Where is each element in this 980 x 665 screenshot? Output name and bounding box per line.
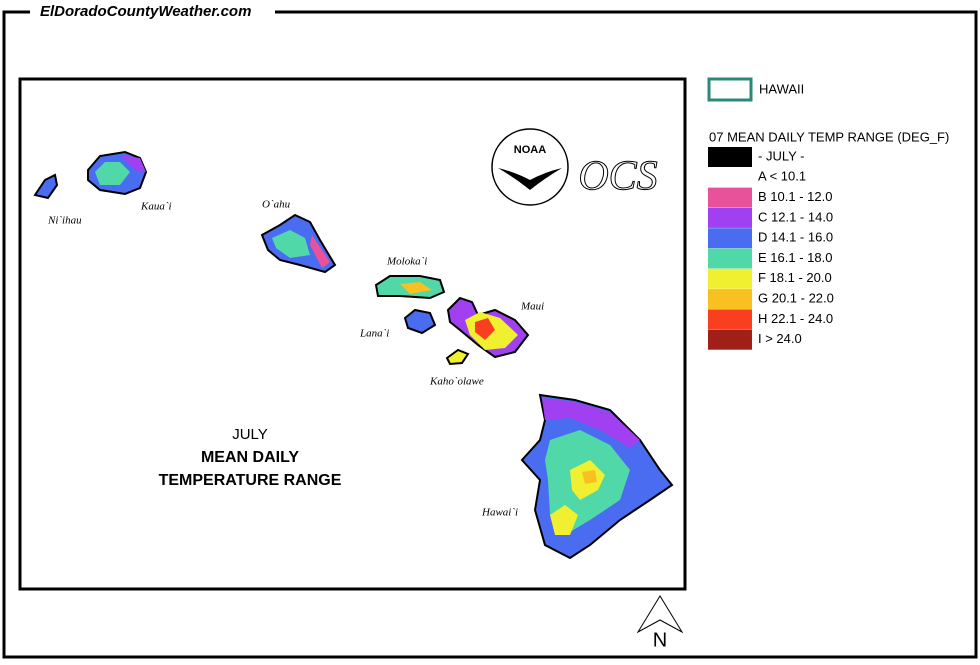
legend-label: D 14.1 - 16.0 xyxy=(758,230,833,245)
legend-swatch xyxy=(708,248,752,269)
island-label: Kaho`olawe xyxy=(429,376,484,388)
legend-label: H 22.1 - 24.0 xyxy=(758,311,833,326)
island-label: Moloka`i xyxy=(386,256,427,268)
legend-swatch xyxy=(708,289,752,310)
legend-swatch xyxy=(708,309,752,330)
north-arrow xyxy=(636,595,684,634)
ocs-logo: OCS xyxy=(578,154,657,200)
island-label: Maui xyxy=(520,301,544,313)
legend-label: B 10.1 - 12.0 xyxy=(758,189,832,204)
map-caption: JULY xyxy=(232,426,268,443)
north-label: N xyxy=(653,629,667,651)
island-label: Ni`ihau xyxy=(47,215,82,227)
legend-swatch xyxy=(708,207,752,228)
legend-label: A < 10.1 xyxy=(758,169,806,184)
legend-swatch xyxy=(708,167,752,188)
title-bg xyxy=(30,2,275,24)
legend: - JULY - A < 10.1 B 10.1 - 12.0 C 12.1 - 14… xyxy=(708,147,834,350)
legend-label: F 18.1 - 20.0 xyxy=(758,270,832,285)
legend-title: 07 MEAN DAILY TEMP RANGE (DEG_F) xyxy=(709,129,949,144)
outer-frame xyxy=(2,10,978,659)
noaa-logo xyxy=(491,128,569,206)
legend-label: C 12.1 - 14.0 xyxy=(758,209,833,224)
region-label: HAWAII xyxy=(759,81,804,96)
island-label: Hawai`i xyxy=(481,507,518,519)
noaa-bird xyxy=(498,168,562,190)
legend-swatch xyxy=(708,187,752,208)
site-title: ElDoradoCountyWeather.com xyxy=(40,3,251,20)
legend-label: E 16.1 - 18.0 xyxy=(758,250,832,265)
noaa-text: NOAA xyxy=(514,144,546,156)
legend-label: I > 24.0 xyxy=(758,331,802,346)
legend-swatch xyxy=(708,268,752,289)
legend-swatch xyxy=(708,147,752,167)
map-caption: TEMPERATURE RANGE xyxy=(159,472,342,489)
island-labels: Ni`ihau Kaua`i O`ahu Moloka`i Lana`i Mau… xyxy=(47,199,544,519)
islands xyxy=(33,150,674,560)
island-label: Lana`i xyxy=(359,328,389,340)
island-label: Kaua`i xyxy=(140,201,172,213)
island-label: O`ahu xyxy=(262,199,291,211)
region-swatch xyxy=(707,77,753,102)
legend-swatch xyxy=(708,228,752,249)
legend-label: G 20.1 - 22.0 xyxy=(758,291,834,306)
legend-swatch xyxy=(708,329,752,350)
legend-label: - JULY - xyxy=(758,148,804,163)
map-caption: MEAN DAILY xyxy=(201,449,299,466)
